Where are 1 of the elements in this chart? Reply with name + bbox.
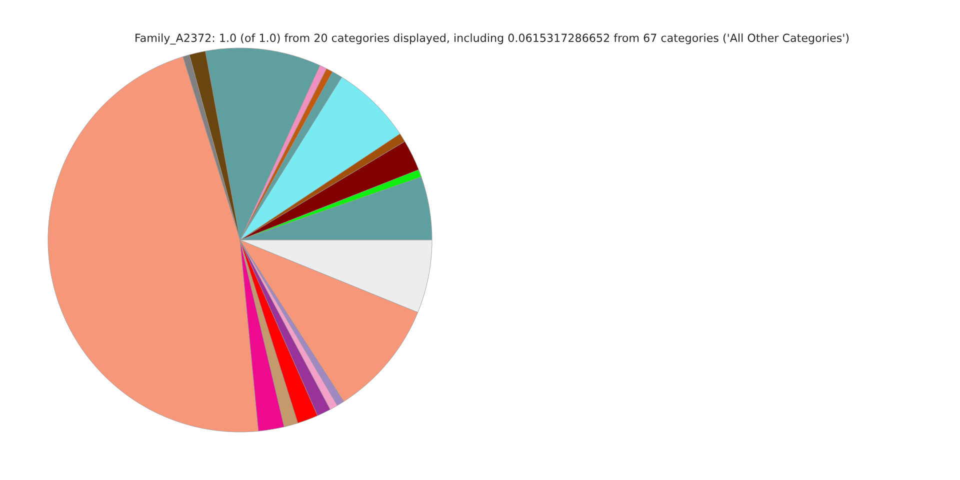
- text: Family_A2372: 1.0 (of 1.0) from 20 categories displayed, including 0.0615317286652 from 67 categories ('All Other Categories'): [136, 33, 849, 45]
